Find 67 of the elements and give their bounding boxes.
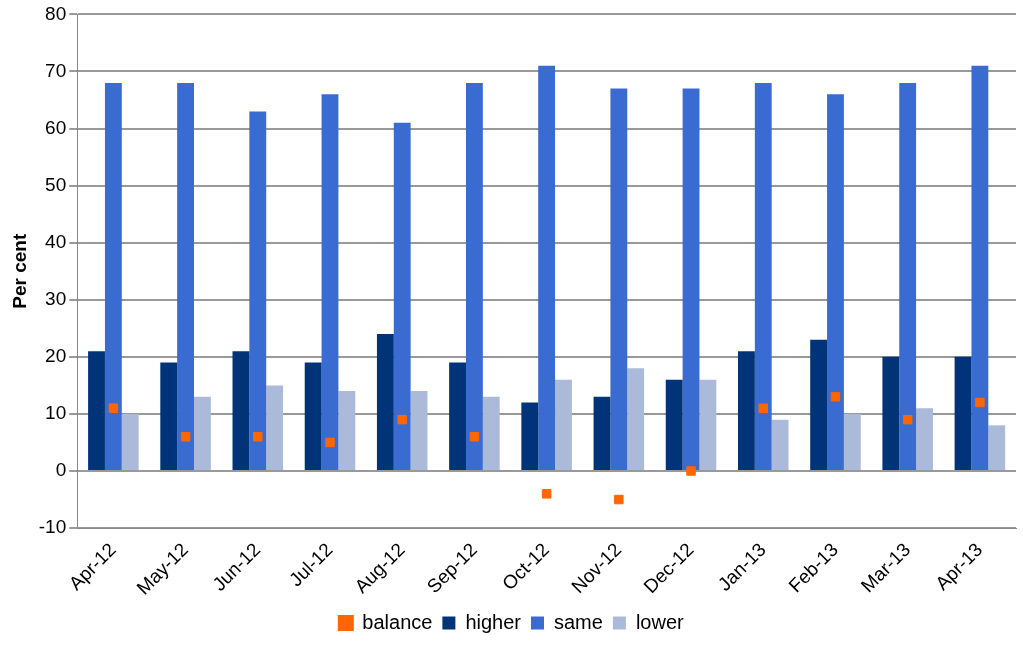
bar (449, 362, 466, 470)
y-tick-label: 0 (55, 459, 67, 481)
bar (737, 351, 755, 470)
bar (121, 413, 139, 470)
bar (827, 94, 844, 470)
legend-label: lower (635, 610, 685, 633)
y-tick-label: 60 (45, 116, 67, 138)
point (686, 466, 696, 476)
bar (665, 379, 683, 470)
point (975, 397, 985, 408)
bar (376, 334, 394, 470)
bar (466, 82, 483, 470)
point (541, 489, 552, 499)
point (614, 494, 624, 505)
bar (555, 379, 572, 470)
bar (754, 82, 772, 470)
y-tick-label: -10 (38, 516, 67, 538)
bar (610, 88, 628, 470)
bar (538, 65, 556, 470)
point (180, 432, 191, 442)
bar (771, 419, 789, 470)
bar (482, 396, 500, 470)
bar (810, 339, 828, 470)
bar (321, 94, 339, 470)
point (325, 437, 335, 448)
point (253, 432, 263, 442)
point (469, 432, 480, 442)
bar (699, 379, 717, 470)
bar (393, 122, 411, 470)
bar (971, 65, 989, 470)
bar (882, 356, 900, 470)
y-tick-label: 30 (45, 288, 67, 310)
point (902, 414, 913, 425)
bar (160, 362, 178, 470)
legend-label: balance (362, 610, 433, 633)
legend-label: higher (465, 610, 522, 633)
bar (593, 396, 611, 470)
bar (410, 391, 428, 470)
bar (338, 391, 356, 470)
bar (521, 402, 539, 470)
bar (232, 351, 250, 470)
bar (899, 82, 917, 470)
y-tick-label: 80 (45, 2, 67, 24)
bar (954, 356, 972, 470)
bar (266, 385, 284, 470)
bar (627, 368, 645, 470)
bar (194, 396, 211, 470)
y-tick-label: 40 (45, 230, 67, 252)
bar (916, 408, 933, 470)
point (108, 403, 119, 413)
bar (304, 362, 322, 470)
point (758, 403, 769, 413)
bar (88, 351, 105, 470)
y-tick-label: 10 (45, 402, 67, 424)
y-tick-label: 70 (45, 59, 67, 81)
y-tick-label: 20 (45, 345, 67, 367)
bar (249, 111, 267, 470)
y-tick-label: 50 (45, 173, 67, 195)
point (830, 392, 841, 402)
point (397, 414, 407, 425)
bar (104, 82, 122, 470)
bar (177, 82, 194, 470)
legend-label: same (553, 610, 603, 633)
bar (988, 425, 1006, 470)
bar (682, 88, 700, 470)
bar (843, 413, 861, 470)
y-axis-title: Per cent (8, 233, 30, 309)
